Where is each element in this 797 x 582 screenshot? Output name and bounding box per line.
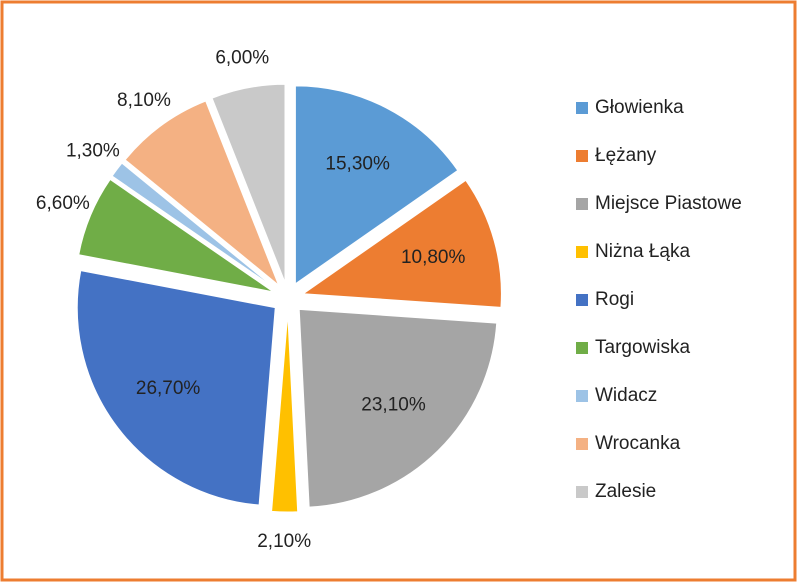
legend-swatch xyxy=(576,390,588,402)
data-label: 10,80% xyxy=(401,247,466,268)
pie-slice xyxy=(301,179,502,308)
pie-slice xyxy=(111,162,276,289)
legend-swatch xyxy=(576,150,588,162)
legend-label: Miejsce Piastowe xyxy=(595,193,742,214)
legend-swatch xyxy=(576,102,588,114)
data-label: 6,60% xyxy=(36,193,90,214)
data-label: 26,70% xyxy=(136,378,201,399)
legend-label: Widacz xyxy=(595,385,657,406)
pie-slice xyxy=(76,270,276,506)
pie-slice xyxy=(124,100,280,287)
legend-label: Zalesie xyxy=(595,481,656,502)
pie-slice xyxy=(271,313,299,513)
legend-swatch xyxy=(576,438,588,450)
legend-label: Targowiska xyxy=(595,337,690,358)
legend-label: Głowienka xyxy=(595,97,684,118)
legend-label: Rogi xyxy=(595,289,634,310)
legend-swatch xyxy=(576,342,588,354)
data-label: 2,10% xyxy=(257,531,311,552)
data-label: 6,00% xyxy=(215,47,269,68)
legend-swatch xyxy=(576,198,588,210)
data-label: 23,10% xyxy=(361,395,426,416)
pie-slice xyxy=(298,308,498,508)
legend-label: Wrocanka xyxy=(595,433,681,454)
legend-swatch xyxy=(576,486,588,498)
pie-slice xyxy=(211,83,286,283)
data-label: 15,30% xyxy=(325,153,390,174)
pie-slice xyxy=(78,178,274,293)
legend-swatch xyxy=(576,246,588,258)
legend-label: Łężany xyxy=(595,145,657,166)
data-label: 8,10% xyxy=(117,90,171,111)
legend-swatch xyxy=(576,294,588,306)
pie-slice xyxy=(294,85,459,285)
data-label: 1,30% xyxy=(66,141,120,162)
legend-label: Niżna Łąka xyxy=(595,241,690,262)
